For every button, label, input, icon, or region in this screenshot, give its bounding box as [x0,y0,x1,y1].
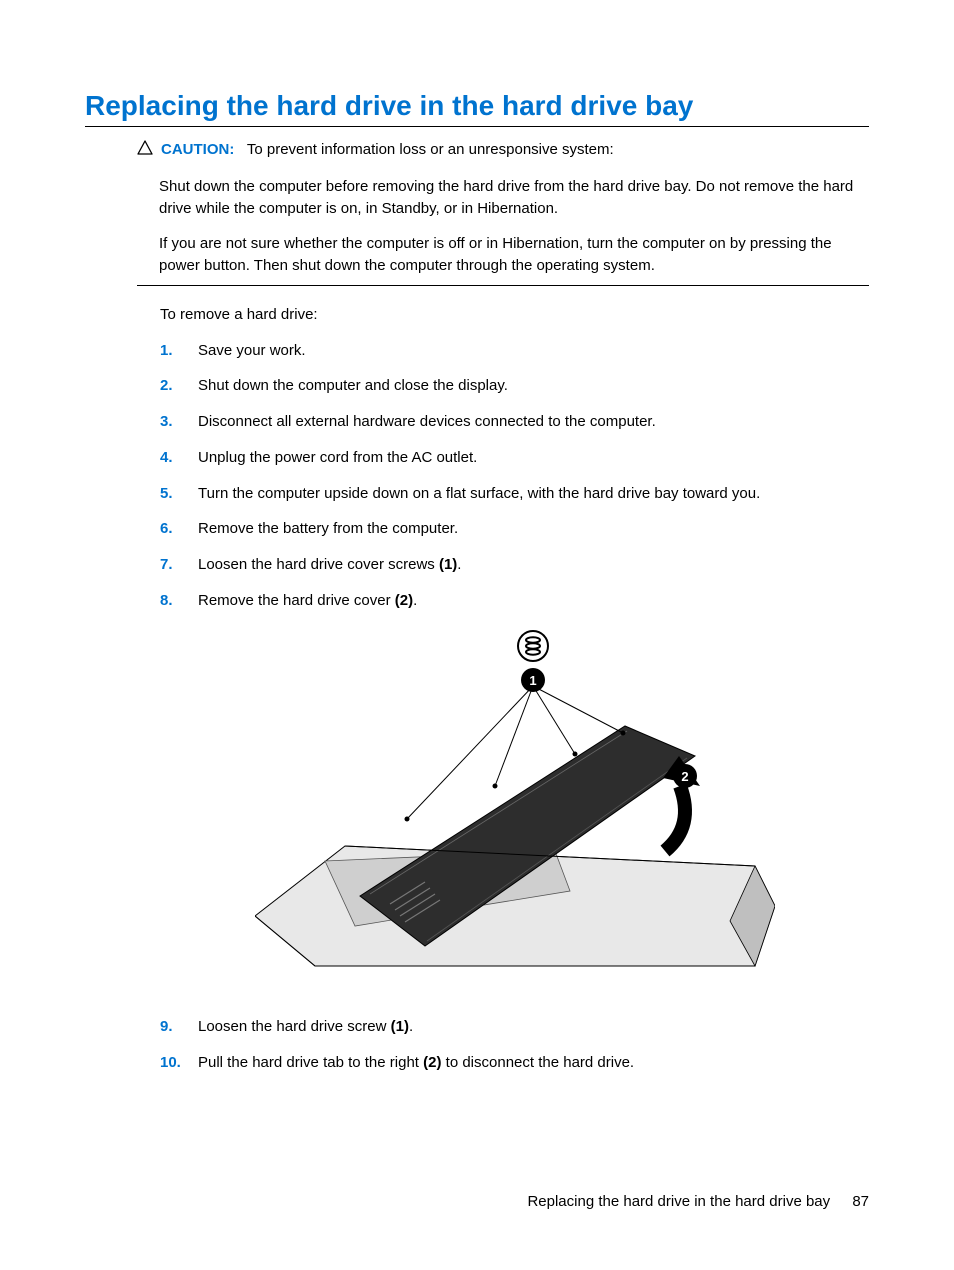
caution-triangle-icon [137,140,153,162]
step-item: 5. Turn the computer upside down on a fl… [160,483,869,505]
step-number: 8. [160,590,198,612]
step-text: Save your work. [198,340,869,362]
caution-para-1: Shut down the computer before removing t… [159,176,869,220]
step-text: Unplug the power cord from the AC outlet… [198,447,869,469]
step-number: 10. [160,1052,198,1074]
body-text: To remove a hard drive: 1. Save your wor… [160,304,869,1074]
step-text: Turn the computer upside down on a flat … [198,483,869,505]
caution-label: CAUTION: [161,141,234,158]
step-number: 2. [160,375,198,397]
step-number: 4. [160,447,198,469]
step-text: Remove the hard drive cover (2). [198,590,869,612]
document-page: Replacing the hard drive in the hard dri… [0,0,954,1270]
step-text: Pull the hard drive tab to the right (2)… [198,1052,869,1074]
step-item: 2. Shut down the computer and close the … [160,375,869,397]
step-text: Loosen the hard drive screw (1). [198,1016,869,1038]
hard-drive-cover-diagram: 1 2 [255,626,775,986]
steps-list-a: 1. Save your work. 2. Shut down the comp… [160,340,869,612]
callout-2-label: 2 [681,769,688,784]
footer-title: Replacing the hard drive in the hard dri… [527,1193,830,1210]
step-text: Loosen the hard drive cover screws (1). [198,554,869,576]
intro-text: To remove a hard drive: [160,304,869,326]
step-item: 3. Disconnect all external hardware devi… [160,411,869,433]
page-footer: Replacing the hard drive in the hard dri… [527,1193,869,1210]
step-item: 4. Unplug the power cord from the AC out… [160,447,869,469]
step-item: 9. Loosen the hard drive screw (1). [160,1016,869,1038]
caution-block: CAUTION: To prevent information loss or … [137,133,869,286]
caution-intro: CAUTION: To prevent information loss or … [161,139,869,161]
step-item: 10. Pull the hard drive tab to the right… [160,1052,869,1074]
step-text: Shut down the computer and close the dis… [198,375,869,397]
step-item: 6. Remove the battery from the computer. [160,518,869,540]
callout-1-label: 1 [529,673,536,688]
caution-row: CAUTION: To prevent information loss or … [137,139,869,162]
step-text: Disconnect all external hardware devices… [198,411,869,433]
footer-page-number: 87 [852,1193,869,1210]
step-text: Remove the battery from the computer. [198,518,869,540]
step-number: 9. [160,1016,198,1038]
step-item: 7. Loosen the hard drive cover screws (1… [160,554,869,576]
page-heading: Replacing the hard drive in the hard dri… [85,90,869,127]
figure: 1 2 [160,626,869,993]
step-number: 5. [160,483,198,505]
step-item: 8. Remove the hard drive cover (2). [160,590,869,612]
step-number: 7. [160,554,198,576]
caution-para-2: If you are not sure whether the computer… [159,233,869,277]
caution-intro-text: To prevent information loss or an unresp… [247,141,614,158]
step-number: 1. [160,340,198,362]
step-number: 6. [160,518,198,540]
screw-icon [518,631,548,661]
step-item: 1. Save your work. [160,340,869,362]
steps-list-b: 9. Loosen the hard drive screw (1). 10. … [160,1016,869,1074]
step-number: 3. [160,411,198,433]
